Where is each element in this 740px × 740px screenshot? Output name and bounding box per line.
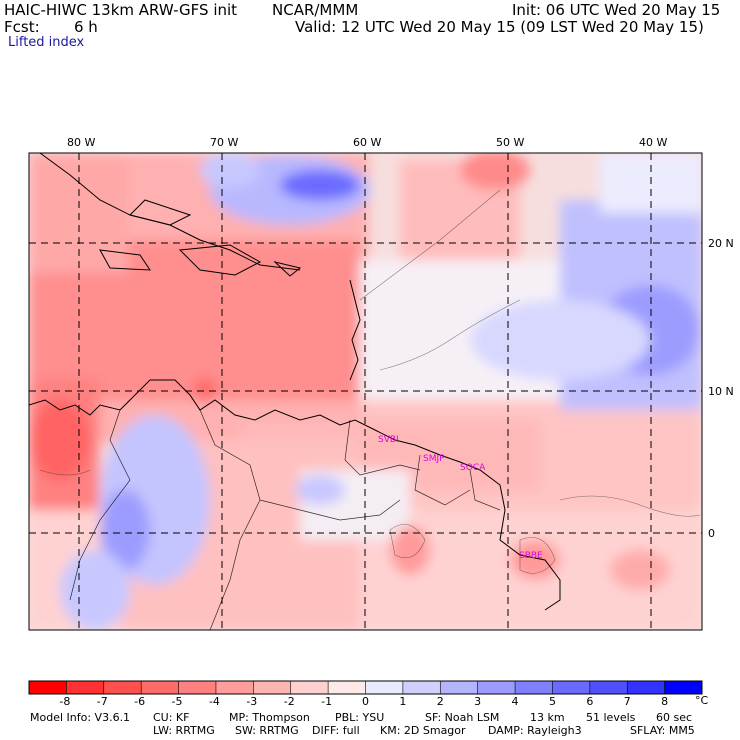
lat-label-0: 0 bbox=[708, 527, 715, 540]
colorbar-tick-label: 0 bbox=[362, 695, 369, 708]
footer-levels: 51 levels bbox=[586, 711, 636, 724]
colorbar-tick-label: -4 bbox=[208, 695, 220, 708]
colorbar-unit: °C bbox=[695, 694, 709, 707]
footer-timestep: 60 sec bbox=[656, 711, 693, 724]
footer-mp: MP: Thompson bbox=[229, 711, 310, 724]
footer-pbl: PBL: YSU bbox=[335, 711, 385, 724]
org-label: NCAR/MMM bbox=[272, 1, 359, 19]
colorbar-tick-label: 5 bbox=[548, 695, 556, 708]
colorbar-tick-label: 1 bbox=[399, 695, 407, 708]
footer-damp: DAMP: Rayleigh3 bbox=[488, 724, 582, 737]
colorbar-tick-label: 4 bbox=[511, 695, 519, 708]
colorbar-tick-label: 2 bbox=[436, 695, 444, 708]
footer-cu: CU: KF bbox=[153, 711, 190, 724]
colorbar-tick-label: 3 bbox=[474, 695, 482, 708]
footer-sflay: SFLAY: MM5 bbox=[630, 724, 695, 737]
station-label-sbbe: SBBE bbox=[519, 551, 543, 561]
colorbar-tick-label: -6 bbox=[134, 695, 146, 708]
footer-resolution: 13 km bbox=[530, 711, 565, 724]
model-title: HAIC-HIWC 13km ARW-GFS init bbox=[4, 1, 238, 19]
lon-label-50w: 50 W bbox=[496, 136, 525, 149]
colorbar-tick-label: -5 bbox=[171, 695, 183, 708]
init-time: Init: 06 UTC Wed 20 May 15 bbox=[512, 1, 721, 19]
field-name: Lifted index bbox=[8, 35, 85, 50]
lon-label-60w: 60 W bbox=[353, 136, 382, 149]
coastlines bbox=[29, 153, 561, 611]
station-label-smjp: SMJP bbox=[423, 454, 445, 464]
footer-model-info: Model Info: V3.6.1 bbox=[30, 711, 131, 724]
map-frame bbox=[28, 152, 703, 631]
colorbar-tick-label: -2 bbox=[283, 695, 295, 708]
graticule bbox=[29, 153, 702, 630]
lon-label-80w: 80 W bbox=[67, 136, 96, 149]
footer-km: KM: 2D Smagor bbox=[380, 724, 466, 737]
lon-label-40w: 40 W bbox=[639, 136, 668, 149]
footer-sw: SW: RRTMG bbox=[235, 724, 299, 737]
lat-label-20n: 20 N bbox=[708, 237, 734, 250]
lat-label-10n: 10 N bbox=[708, 385, 734, 398]
colorbar-tick-label: -8 bbox=[59, 695, 71, 708]
colorbar-tick-label: 8 bbox=[661, 695, 669, 708]
fcst-value: 6 h bbox=[74, 18, 98, 36]
station-label-svbi: SVBI bbox=[378, 435, 399, 445]
colorbar-tick-label: -7 bbox=[96, 695, 108, 708]
colorbar-tick-label: -3 bbox=[246, 695, 258, 708]
station-label-soca: SOCA bbox=[460, 463, 486, 473]
footer-sf: SF: Noah LSM bbox=[425, 711, 500, 724]
lifted-index-field bbox=[29, 153, 702, 630]
lon-label-70w: 70 W bbox=[210, 136, 239, 149]
colorbar-tick-label: -1 bbox=[321, 695, 333, 708]
borders bbox=[69, 409, 501, 630]
colorbar-tick-label: 6 bbox=[586, 695, 594, 708]
footer-lw: LW: RRTMG bbox=[153, 724, 215, 737]
colorbar-tick-label: 7 bbox=[623, 695, 631, 708]
valid-time: Valid: 12 UTC Wed 20 May 15 (09 LST Wed … bbox=[295, 18, 704, 36]
fcst-label: Fcst: bbox=[4, 18, 40, 36]
footer-diff: DIFF: full bbox=[312, 724, 360, 737]
